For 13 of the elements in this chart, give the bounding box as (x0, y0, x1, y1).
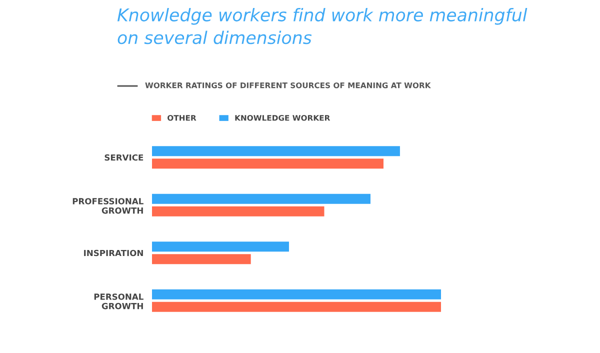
y-tick-label: PROFESSIONAL GROWTH (72, 198, 144, 214)
bar (152, 146, 400, 156)
bar (152, 194, 370, 204)
y-tick-label: PERSONAL GROWTH (94, 294, 144, 310)
bar (152, 302, 441, 312)
bar (152, 289, 441, 300)
y-tick-label: INSPIRATION (84, 250, 143, 256)
bar (152, 206, 324, 216)
y-tick-label: SERVICE (104, 154, 144, 161)
bar (152, 254, 251, 264)
bar (152, 242, 289, 252)
chart-title: Knowledge workers find work more meaningful on several dimensions (117, 8, 528, 44)
bar (152, 158, 384, 169)
